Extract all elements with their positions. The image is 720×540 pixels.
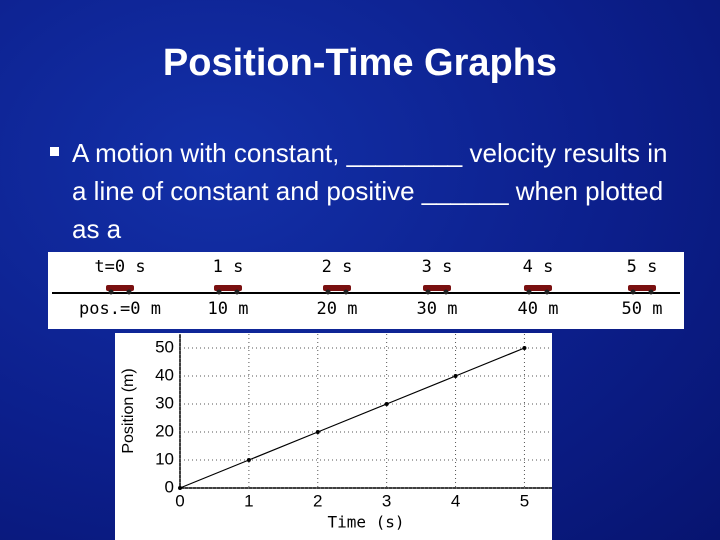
y-tick-label: 30 [155, 393, 174, 412]
wheel [216, 289, 222, 295]
x-tick-label: 3 [382, 491, 391, 510]
wheel [343, 289, 349, 295]
data-point [522, 346, 527, 350]
wheel [425, 289, 431, 295]
wheel [234, 289, 240, 295]
car [524, 285, 552, 291]
time-label: 5 s [627, 257, 658, 277]
y-tick-label: 0 [165, 477, 174, 496]
car [106, 285, 134, 291]
car [628, 285, 656, 291]
bullet-text: A motion with constant, ________ velocit… [72, 138, 668, 244]
wheel [325, 289, 331, 295]
x-tick-label: 0 [175, 491, 184, 510]
time-label: 1 s [213, 257, 244, 277]
position-label: 10 m [208, 299, 249, 319]
wheel [630, 289, 636, 295]
position-label: 40 m [518, 299, 559, 319]
car [323, 285, 351, 291]
position-label: 30 m [417, 299, 458, 319]
wheel [544, 289, 550, 295]
data-point [246, 458, 251, 462]
x-tick-label: 1 [244, 491, 253, 510]
time-label: t=0 s [94, 257, 145, 277]
position-label: pos.=0 m [79, 299, 161, 319]
x-tick-label: 2 [313, 491, 322, 510]
car [214, 285, 242, 291]
x-tick-label: 5 [520, 491, 529, 510]
wheel [108, 289, 114, 295]
wheel [126, 289, 132, 295]
x-tick-label: 4 [451, 491, 460, 510]
x-axis-label: Time (s) [327, 513, 404, 532]
y-tick-label: 40 [155, 365, 174, 384]
time-label: 2 s [322, 257, 353, 277]
data-point [384, 402, 389, 406]
y-axis-label: Position (m) [120, 368, 137, 453]
slide-title: Position-Time Graphs [162, 42, 558, 84]
y-tick-label: 50 [155, 337, 174, 356]
time-label: 3 s [422, 257, 453, 277]
chart-panel [115, 333, 552, 540]
data-point [453, 374, 458, 378]
motion-strip [48, 252, 684, 329]
time-label: 4 s [523, 257, 554, 277]
wheel [648, 289, 654, 295]
data-point [178, 486, 182, 490]
y-tick-label: 20 [155, 421, 174, 440]
wheel [526, 289, 532, 295]
position-label: 50 m [622, 299, 663, 319]
position-label: 20 m [317, 299, 358, 319]
data-point [315, 430, 320, 434]
y-tick-label: 10 [155, 449, 174, 468]
series-line [179, 347, 525, 489]
car [423, 285, 451, 291]
wheel [443, 289, 449, 295]
bullet-marker [50, 147, 59, 156]
